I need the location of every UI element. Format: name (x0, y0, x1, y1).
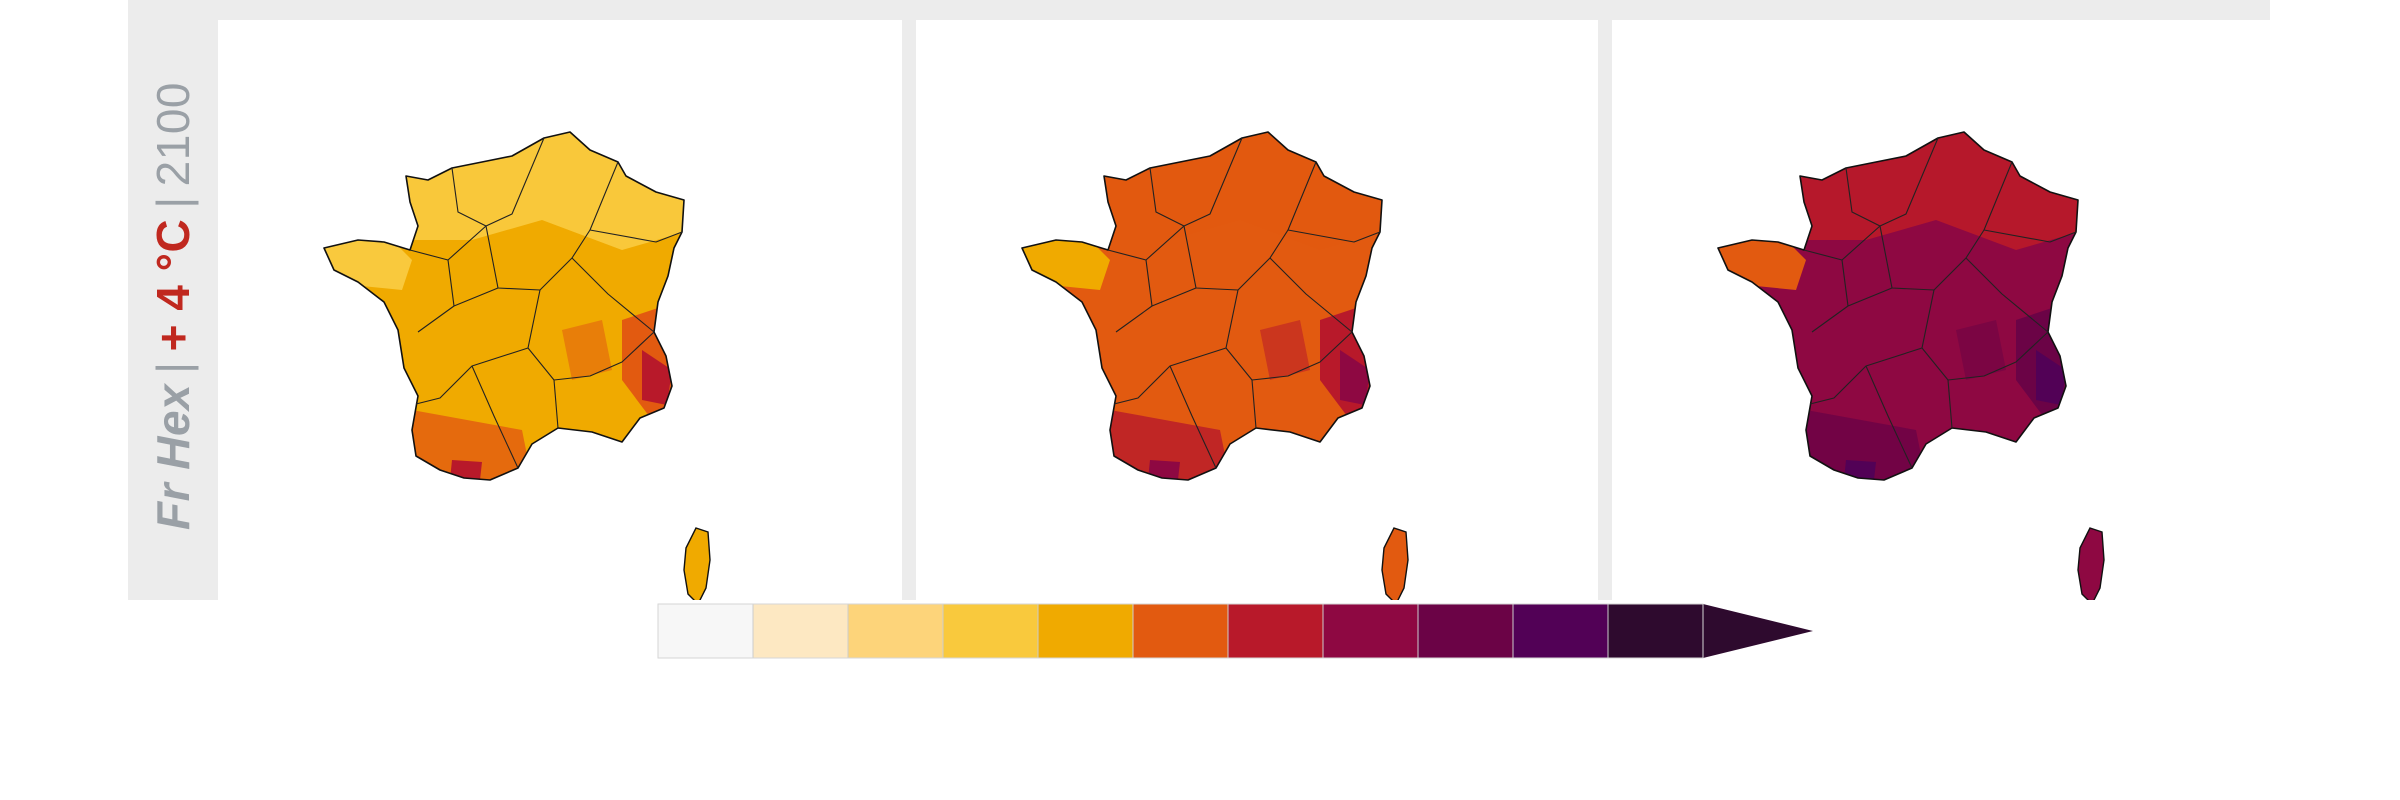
region-border (589, 229, 683, 243)
alps-peak-zone (1340, 350, 1370, 405)
rhone-zone (1956, 320, 2006, 380)
mainland-border (1717, 131, 2079, 481)
colorbar-swatch (1418, 604, 1513, 658)
colorbar-swatch (943, 604, 1038, 658)
pyrenees-zone (1110, 410, 1230, 480)
colorbar-swatch (1228, 604, 1323, 658)
region-border (571, 257, 655, 333)
row-label-strip (128, 0, 218, 600)
mainland-border (1021, 131, 1383, 481)
france-map-1 (323, 131, 711, 600)
basque-zone (1148, 460, 1180, 480)
corsica (2077, 527, 2105, 600)
region-border (415, 347, 529, 405)
region-border (553, 379, 559, 429)
colorbar-swatch (1038, 604, 1133, 658)
map-panel-1 (218, 22, 894, 600)
corsica (1381, 527, 1409, 600)
colorbar-swatch (753, 604, 848, 658)
region-border (1965, 257, 2049, 333)
colorbar-swatch (1323, 604, 1418, 658)
region-border (471, 365, 519, 469)
region-border (1113, 347, 1227, 405)
map-panel-3 (1612, 22, 2288, 600)
mainland-border (323, 131, 685, 481)
region-border (1947, 379, 1953, 429)
colorbar-swatch (848, 604, 943, 658)
map-panel-2 (916, 22, 1592, 600)
basque-zone (450, 460, 482, 480)
region-border (1865, 365, 1913, 469)
region-border (1183, 161, 1317, 291)
region-border (1169, 365, 1217, 469)
panel-top-border (218, 0, 2270, 20)
region-border (1251, 379, 1257, 429)
region-border (1879, 161, 2013, 291)
panel-divider (1598, 0, 1612, 600)
basque-zone (1844, 460, 1876, 480)
rhone-zone (562, 320, 612, 380)
colorbar-swatch (1133, 604, 1228, 658)
alps-peak-zone (642, 350, 672, 405)
corsica (683, 527, 711, 600)
alps-peak-zone (2036, 350, 2066, 405)
region-border (1269, 257, 1353, 333)
colorbar-frame (657, 603, 1704, 659)
region-border (1921, 289, 2049, 381)
region-border (1287, 229, 1381, 243)
colorbar-extend-arrow (1703, 604, 1813, 658)
pyrenees-zone (1806, 410, 1926, 480)
colorbar-swatch (658, 604, 753, 658)
region-border (1983, 229, 2077, 243)
pyrenees-zone (412, 410, 532, 480)
colorbar-swatch (1608, 604, 1703, 658)
region-border (1847, 287, 1893, 307)
region-border (453, 287, 499, 307)
region-border (1225, 289, 1353, 381)
colorbar-swatch (1513, 604, 1608, 658)
region-border (1809, 347, 1923, 405)
region-border (485, 161, 619, 291)
region-border (1151, 287, 1197, 307)
france-map-3 (1717, 131, 2105, 600)
rhone-zone (1260, 320, 1310, 380)
panel-divider (902, 0, 916, 600)
france-map-2 (1021, 131, 1409, 600)
region-border (527, 289, 655, 381)
